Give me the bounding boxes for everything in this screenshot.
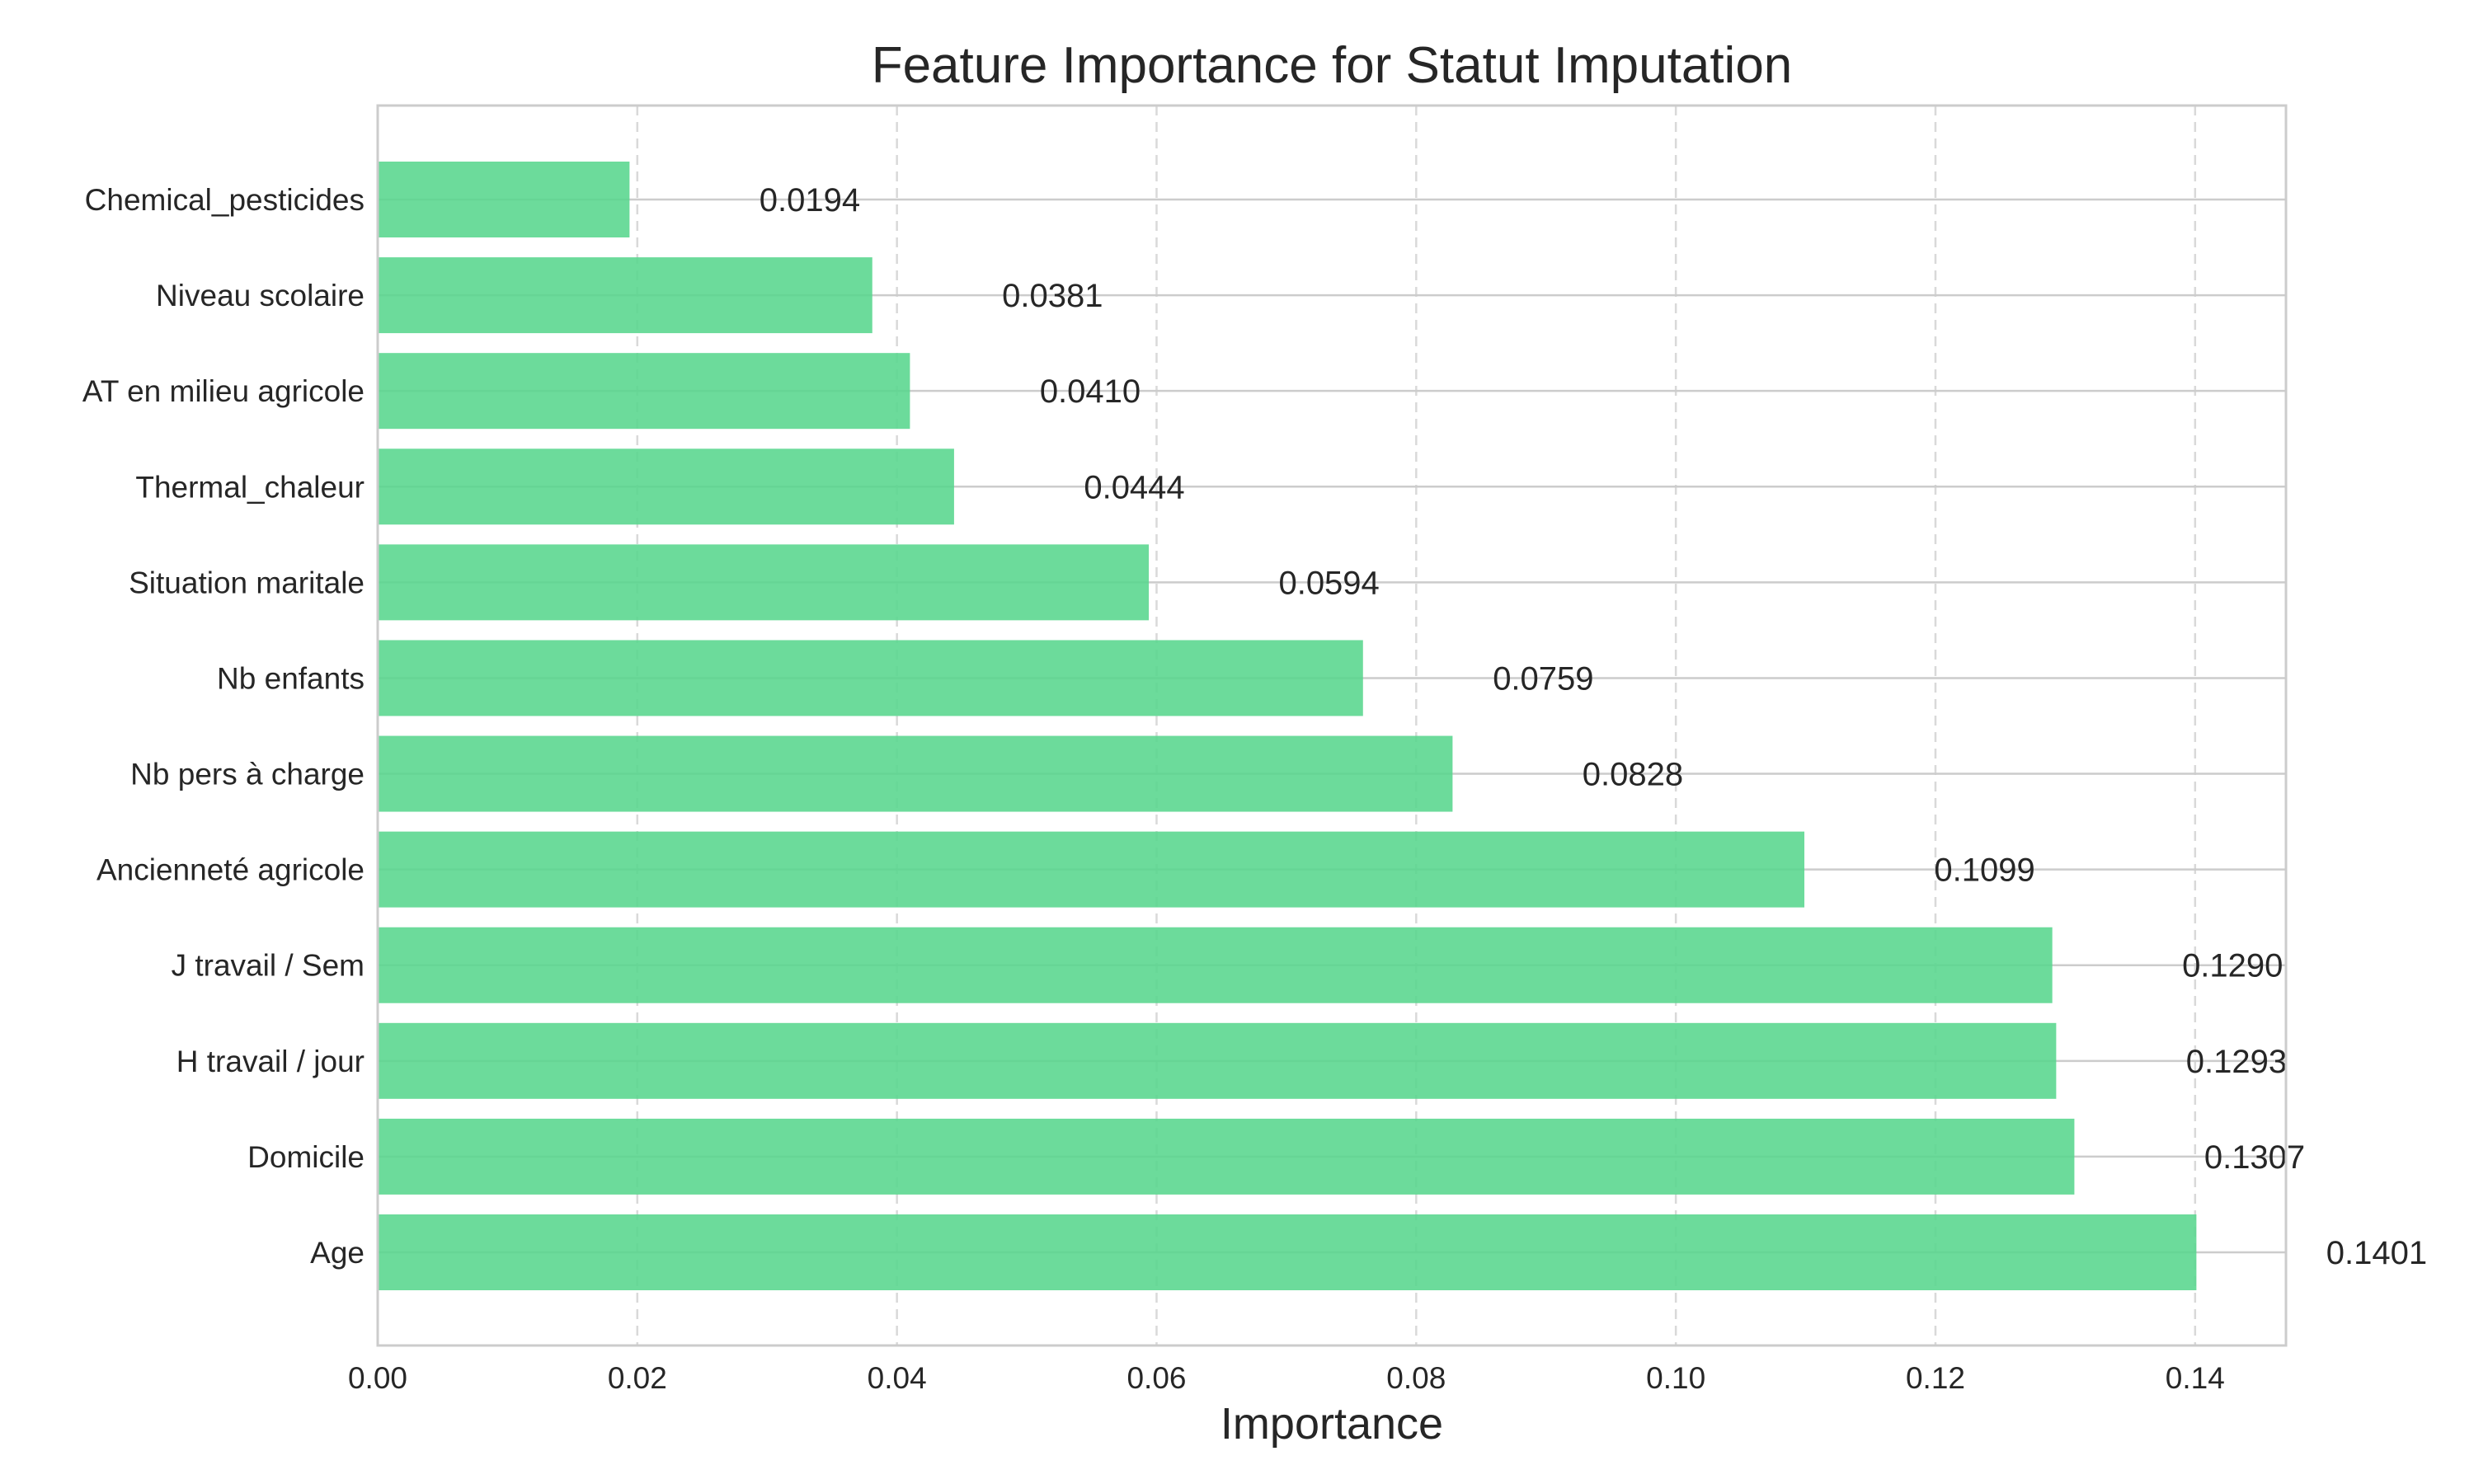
x-axis-label: Importance bbox=[1221, 1399, 1443, 1449]
bar bbox=[378, 162, 630, 237]
y-tick-label: J travail / Sem bbox=[172, 949, 365, 983]
y-tick-label: Situation maritale bbox=[129, 566, 365, 599]
y-tick-label: Thermal_chaleur bbox=[135, 470, 365, 504]
x-tick-labels: 0.00 0.02 0.04 0.06 0.08 0.10 0.12 0.14 bbox=[348, 1361, 2225, 1395]
y-tick-label: Chemical_pesticides bbox=[85, 183, 365, 217]
bar bbox=[378, 448, 954, 525]
bar bbox=[378, 735, 1453, 812]
bar bbox=[378, 831, 1804, 908]
y-tick-label: Age bbox=[310, 1236, 365, 1270]
bar-value-label: 0.0594 bbox=[1278, 565, 1379, 601]
y-tick-label: Niveau scolaire bbox=[156, 279, 365, 312]
x-tick-label: 0.00 bbox=[348, 1361, 407, 1395]
bar bbox=[378, 1022, 2057, 1099]
bar-value-label: 0.1099 bbox=[1934, 852, 2034, 889]
bar bbox=[378, 927, 2053, 1003]
bar-value-label: 0.0381 bbox=[1002, 278, 1103, 314]
x-tick-label: 0.04 bbox=[868, 1361, 927, 1395]
bar-value-label: 0.1293 bbox=[2186, 1044, 2287, 1080]
bar-value-label: 0.0759 bbox=[1493, 660, 1593, 697]
value-labels-group: 0.0194 0.0381 0.0410 0.0444 0.0594 0.0759 0.08… bbox=[760, 182, 2427, 1271]
bar-value-label: 0.1290 bbox=[2182, 948, 2283, 984]
bar-value-label: 0.0194 bbox=[760, 182, 860, 218]
bar-value-label: 0.0828 bbox=[1583, 757, 1683, 793]
bars-group bbox=[378, 162, 2197, 1290]
y-tick-label: H travail / jour bbox=[176, 1045, 365, 1078]
x-tick-label: 0.06 bbox=[1126, 1361, 1186, 1395]
bar bbox=[378, 353, 910, 430]
chart-title: Feature Importance for Statut Imputation bbox=[872, 37, 1793, 94]
y-tick-label: Nb enfants bbox=[217, 661, 365, 695]
x-tick-label: 0.10 bbox=[1646, 1361, 1705, 1395]
bar-value-label: 0.1307 bbox=[2204, 1139, 2305, 1176]
x-tick-label: 0.02 bbox=[608, 1361, 667, 1395]
bar-value-label: 0.1401 bbox=[2326, 1235, 2427, 1271]
bar bbox=[378, 640, 1363, 716]
y-tick-label: Nb pers à charge bbox=[130, 758, 365, 791]
y-tick-labels: Chemical_pesticides Niveau scolaire AT en … bbox=[82, 183, 365, 1270]
x-tick-label: 0.14 bbox=[2166, 1361, 2225, 1395]
bar bbox=[378, 1118, 2075, 1195]
bar-value-label: 0.0410 bbox=[1040, 373, 1141, 410]
x-tick-label: 0.08 bbox=[1386, 1361, 1446, 1395]
bar bbox=[378, 1214, 2197, 1290]
y-tick-label: AT en milieu agricole bbox=[82, 374, 365, 408]
bar bbox=[378, 257, 872, 334]
plot-frame bbox=[376, 104, 2288, 1347]
y-tick-label: Domicile bbox=[247, 1140, 365, 1174]
bar-value-label: 0.0444 bbox=[1084, 469, 1184, 505]
x-tick-label: 0.12 bbox=[1906, 1361, 1965, 1395]
bar bbox=[378, 544, 1150, 621]
y-tick-label: Ancienneté agricole bbox=[96, 853, 365, 887]
